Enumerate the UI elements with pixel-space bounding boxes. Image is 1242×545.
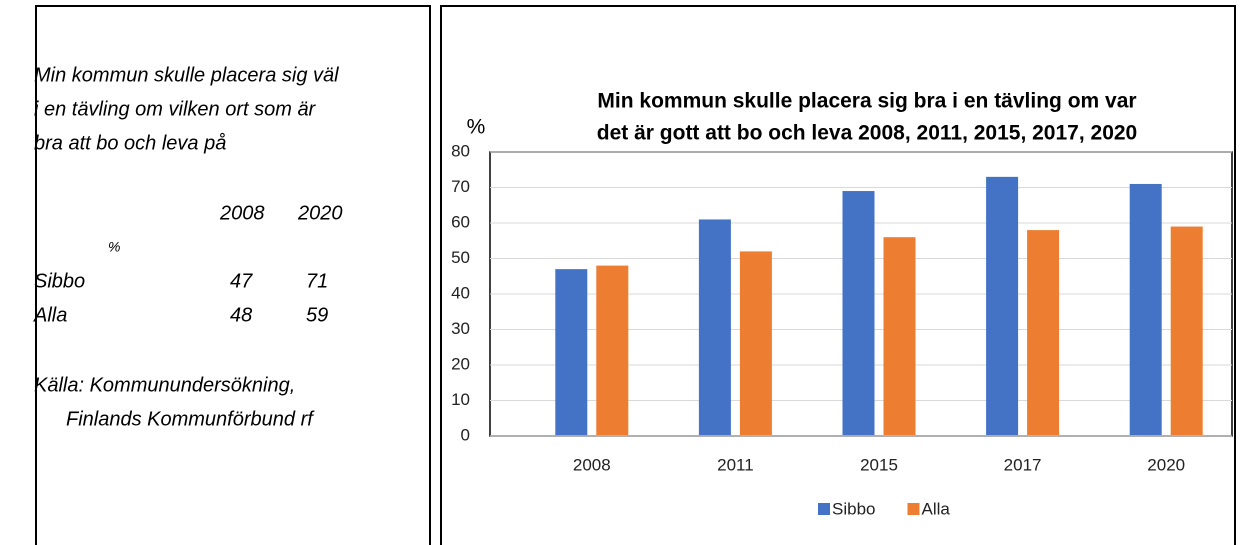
- chart-title: det är gott att bo och leva 2008, 2011, …: [597, 122, 1137, 145]
- chart-box: [440, 5, 1236, 545]
- y-axis-label: %: [467, 116, 486, 139]
- bar: [739, 251, 772, 436]
- y-tick-label: 0: [461, 425, 470, 444]
- table-cell: Alla: [33, 304, 67, 326]
- source: Källa: Kommunundersökning,: [34, 374, 295, 396]
- bar: [698, 219, 731, 436]
- bar: [883, 237, 916, 436]
- y-tick-label: 40: [451, 283, 470, 302]
- x-tick-label: 2017: [1004, 455, 1042, 474]
- x-tick-label: 2015: [860, 455, 898, 474]
- source: Finlands Kommunförbund rf: [66, 408, 315, 430]
- table-cell: Sibbo: [34, 270, 85, 292]
- panel-line: bra att bo och leva på: [34, 132, 226, 154]
- table-unit: %: [108, 239, 120, 255]
- legend-swatch: [907, 503, 920, 515]
- panel-line: Min kommun skulle placera sig väl: [34, 64, 339, 86]
- bar: [596, 265, 629, 436]
- bar: [1027, 230, 1060, 436]
- bar: [555, 269, 588, 436]
- table-cell: 47: [230, 270, 253, 292]
- y-tick-label: 20: [451, 354, 470, 373]
- table-cell: 71: [306, 270, 328, 292]
- y-tick-label: 50: [451, 248, 470, 267]
- legend-swatch: [818, 503, 830, 515]
- y-tick-label: 60: [451, 212, 470, 231]
- table-cell: 48: [230, 304, 252, 326]
- y-tick-label: 80: [451, 141, 470, 160]
- table-cell: 59: [306, 304, 328, 326]
- x-tick-label: 2020: [1147, 455, 1185, 474]
- table-header: 2008: [219, 202, 265, 224]
- x-tick-label: 2011: [717, 455, 754, 474]
- table-header: 2020: [297, 202, 343, 224]
- bar: [1129, 183, 1162, 436]
- chart-title: Min kommun skulle placera sig bra i en t…: [597, 90, 1136, 113]
- legend-label: Alla: [921, 499, 950, 518]
- bar: [986, 176, 1019, 436]
- bar: [1170, 226, 1203, 436]
- y-tick-label: 10: [451, 390, 470, 409]
- y-tick-label: 70: [451, 177, 470, 196]
- x-tick-label: 2008: [573, 455, 611, 474]
- legend-label: Sibbo: [832, 499, 875, 518]
- panel-line: i en tävling om vilken ort som är: [34, 98, 317, 120]
- bar: [842, 191, 875, 436]
- text-box: [35, 5, 431, 545]
- y-tick-label: 30: [451, 319, 470, 338]
